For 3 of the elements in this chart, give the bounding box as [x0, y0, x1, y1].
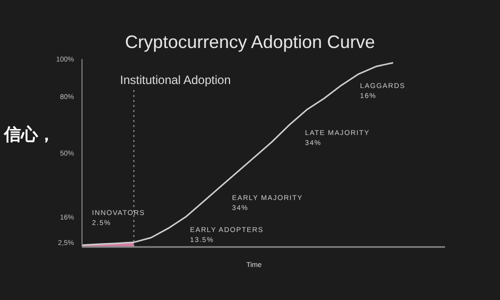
- chart-title: Cryptocurrency Adoption Curve: [124, 32, 376, 52]
- text: 信心，: [3, 125, 55, 144]
- annotation: Institutional Adoption: [120, 73, 231, 87]
